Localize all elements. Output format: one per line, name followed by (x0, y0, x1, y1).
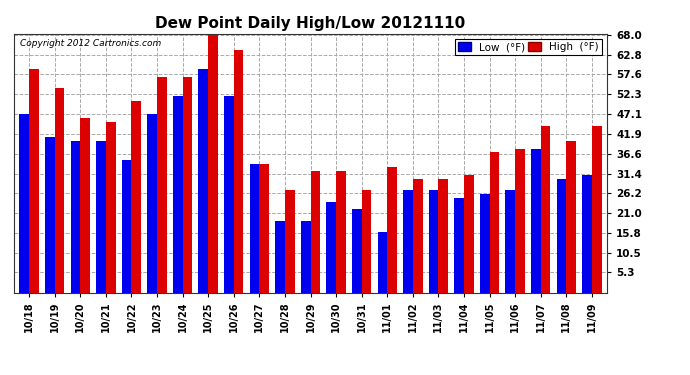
Bar (285, 190, 295, 292)
Bar (336, 171, 346, 292)
Bar (582, 175, 592, 292)
Bar (70, 141, 80, 292)
Bar (403, 190, 413, 292)
Bar (413, 179, 422, 292)
Bar (489, 152, 500, 292)
Bar (106, 122, 116, 292)
Bar (515, 148, 525, 292)
Bar (464, 175, 473, 292)
Bar (275, 220, 285, 292)
Bar (592, 126, 602, 292)
Bar (157, 76, 167, 292)
Bar (55, 88, 64, 292)
Bar (132, 101, 141, 292)
Bar (566, 141, 576, 292)
Bar (183, 76, 193, 292)
Bar (557, 179, 566, 292)
Bar (480, 194, 489, 292)
Bar (45, 137, 55, 292)
Bar (147, 114, 157, 292)
Bar (377, 232, 387, 292)
Text: Copyright 2012 Cartronics.com: Copyright 2012 Cartronics.com (20, 39, 161, 48)
Bar (250, 164, 259, 292)
Legend: Low  (°F), High  (°F): Low (°F), High (°F) (455, 39, 602, 56)
Bar (326, 202, 336, 292)
Bar (259, 164, 269, 292)
Bar (121, 160, 132, 292)
Bar (19, 114, 29, 292)
Bar (310, 171, 320, 292)
Bar (173, 96, 183, 292)
Bar (541, 126, 551, 292)
Bar (531, 148, 541, 292)
Title: Dew Point Daily High/Low 20121110: Dew Point Daily High/Low 20121110 (155, 16, 466, 31)
Bar (80, 118, 90, 292)
Bar (454, 198, 464, 292)
Bar (234, 50, 244, 292)
Bar (208, 35, 218, 292)
Bar (96, 141, 106, 292)
Bar (199, 69, 208, 292)
Bar (505, 190, 515, 292)
Bar (29, 69, 39, 292)
Bar (387, 168, 397, 292)
Bar (362, 190, 371, 292)
Bar (301, 220, 310, 292)
Bar (352, 209, 362, 292)
Bar (224, 96, 234, 292)
Bar (438, 179, 448, 292)
Bar (428, 190, 438, 292)
